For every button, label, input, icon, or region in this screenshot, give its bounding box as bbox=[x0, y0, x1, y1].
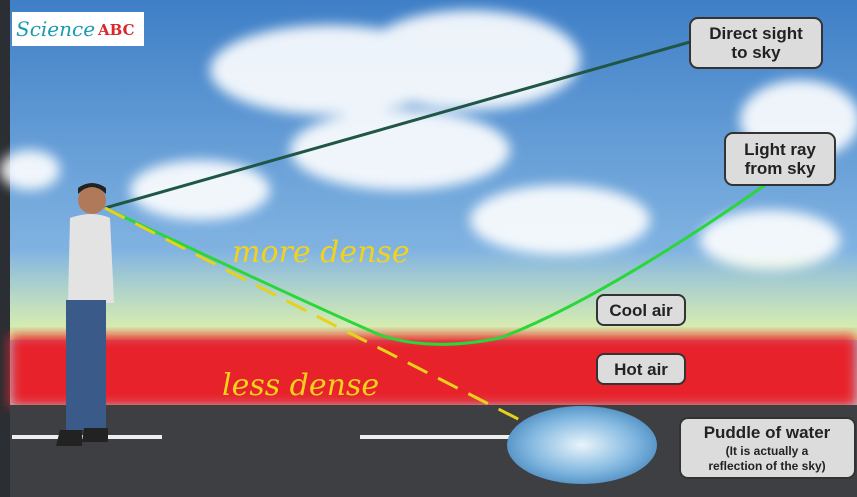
label-box bbox=[596, 294, 686, 326]
puddle bbox=[507, 406, 657, 484]
label: Cool air bbox=[609, 301, 673, 320]
label: from sky bbox=[745, 159, 816, 178]
label: Direct sight bbox=[709, 24, 803, 43]
label-box bbox=[724, 132, 836, 186]
apparent-ray bbox=[104, 206, 521, 422]
direct-sight-line bbox=[104, 40, 691, 210]
label-box bbox=[596, 353, 686, 385]
hot-air-band bbox=[10, 335, 857, 407]
annotation: more dense bbox=[232, 235, 410, 270]
logo-box bbox=[12, 12, 144, 46]
label: Puddle of water bbox=[704, 423, 831, 442]
horizon-glow bbox=[10, 250, 857, 340]
label-box bbox=[679, 417, 856, 479]
annotation: less dense bbox=[222, 368, 379, 403]
light-ray bbox=[104, 183, 766, 346]
label-box bbox=[689, 17, 823, 69]
note: reflection of the sky) bbox=[708, 459, 825, 473]
person bbox=[56, 183, 114, 446]
label: to sky bbox=[731, 43, 781, 62]
note: (It is actually a bbox=[726, 444, 809, 458]
label: Light ray bbox=[744, 140, 816, 159]
logo-brand: ABC bbox=[97, 21, 135, 39]
logo-script: Science bbox=[16, 17, 95, 41]
label: Hot air bbox=[614, 360, 668, 379]
